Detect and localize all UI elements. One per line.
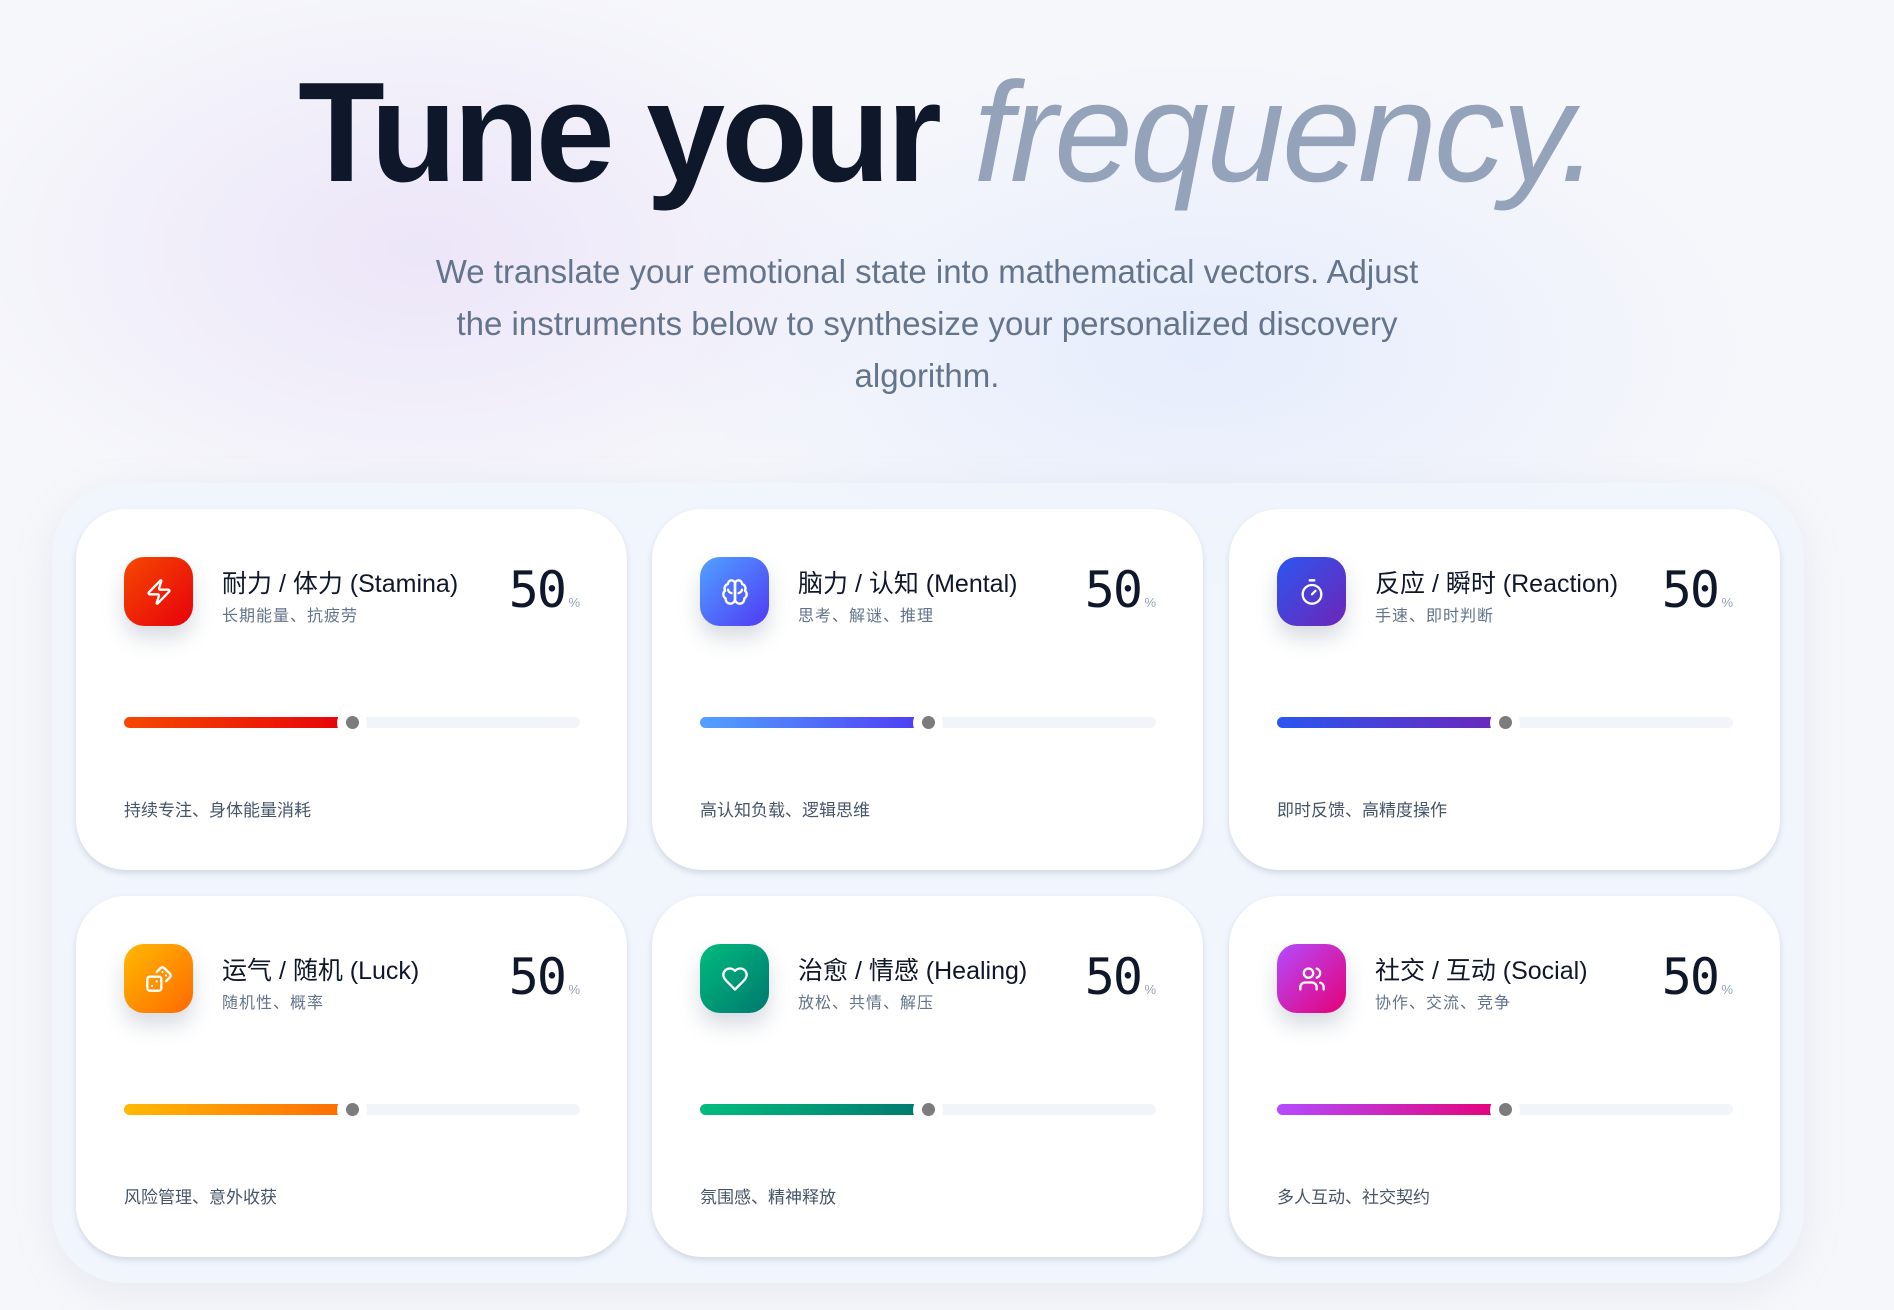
slider-thumb[interactable]	[913, 1094, 943, 1125]
card-value: 50	[1084, 561, 1143, 619]
card-value: 50	[1084, 948, 1143, 1006]
zap-icon	[145, 578, 173, 606]
card-value: 50	[1661, 561, 1720, 619]
card-description: 即时反馈、高精度操作	[1277, 801, 1447, 820]
instrument-card-4: 治愈 / 情感 (Healing) 放松、共情、解压 50 % 氛围感、精神释放	[652, 896, 1203, 1257]
card-title: 社交 / 互动 (Social)	[1375, 957, 1588, 985]
instrument-card-5: 社交 / 互动 (Social) 协作、交流、竞争 50 % 多人互动、社交契约	[1229, 896, 1780, 1257]
card-subtitle: 协作、交流、竞争	[1375, 995, 1512, 1012]
slider-fill	[700, 717, 928, 728]
card-icon-box	[700, 944, 769, 1013]
card-title: 治愈 / 情感 (Healing)	[798, 957, 1028, 985]
slider-thumb[interactable]	[1490, 1094, 1520, 1125]
level-slider[interactable]	[124, 707, 580, 738]
heart-icon	[721, 965, 749, 993]
card-value: 50	[508, 948, 567, 1006]
timer-icon	[1298, 578, 1326, 606]
dices-icon	[145, 965, 173, 993]
hero-subtitle: We translate your emotional state into m…	[435, 253, 1419, 394]
slider-fill	[700, 1104, 928, 1115]
level-slider[interactable]	[1277, 707, 1733, 738]
card-icon-box	[124, 944, 193, 1013]
card-subtitle: 放松、共情、解压	[798, 995, 935, 1012]
card-icon-box	[1277, 944, 1346, 1013]
card-unit: %	[1721, 595, 1733, 610]
card-subtitle: 手速、即时判断	[1375, 608, 1495, 625]
instrument-card-1: 脑力 / 认知 (Mental) 思考、解谜、推理 50 % 高认知负载、逻辑思…	[652, 509, 1203, 870]
card-title: 耐力 / 体力 (Stamina)	[222, 570, 459, 598]
card-icon-box	[1277, 557, 1346, 626]
level-slider[interactable]	[124, 1094, 580, 1125]
card-title: 运气 / 随机 (Luck)	[222, 957, 420, 985]
card-description: 多人互动、社交契约	[1277, 1188, 1430, 1207]
slider-fill	[124, 1104, 352, 1115]
card-subtitle: 随机性、概率	[222, 995, 325, 1012]
slider-fill	[124, 717, 352, 728]
card-unit: %	[1721, 982, 1733, 997]
card-description: 高认知负载、逻辑思维	[700, 801, 870, 820]
level-slider[interactable]	[700, 1094, 1156, 1125]
card-unit: %	[1144, 595, 1156, 610]
card-unit: %	[568, 982, 580, 997]
card-title: 反应 / 瞬时 (Reaction)	[1375, 570, 1619, 598]
hero-title: Tune your frequency.	[0, 48, 1894, 218]
card-value: 50	[1661, 948, 1720, 1006]
card-icon-box	[700, 557, 769, 626]
card-description: 风险管理、意外收获	[124, 1188, 277, 1207]
slider-fill	[1277, 717, 1505, 728]
card-subtitle: 思考、解谜、推理	[798, 608, 935, 625]
card-title: 脑力 / 认知 (Mental)	[798, 570, 1018, 598]
instrument-card-0: 耐力 / 体力 (Stamina) 长期能量、抗疲劳 50 % 持续专注、身体能…	[76, 509, 627, 870]
instrument-card-2: 反应 / 瞬时 (Reaction) 手速、即时判断 50 % 即时反馈、高精度…	[1229, 509, 1780, 870]
brain-icon	[721, 578, 749, 606]
card-icon-box	[124, 557, 193, 626]
hero-title-accent: frequency.	[973, 53, 1599, 212]
card-unit: %	[568, 595, 580, 610]
instrument-card-3: 运气 / 随机 (Luck) 随机性、概率 50 % 风险管理、意外收获	[76, 896, 627, 1257]
slider-thumb[interactable]	[337, 707, 367, 738]
level-slider[interactable]	[1277, 1094, 1733, 1125]
card-description: 氛围感、精神释放	[700, 1188, 836, 1207]
card-subtitle: 长期能量、抗疲劳	[222, 608, 359, 625]
slider-thumb[interactable]	[337, 1094, 367, 1125]
users-icon	[1298, 965, 1326, 993]
card-unit: %	[1144, 982, 1156, 997]
card-value: 50	[508, 561, 567, 619]
slider-thumb[interactable]	[1490, 707, 1520, 738]
slider-fill	[1277, 1104, 1505, 1115]
slider-thumb[interactable]	[913, 707, 943, 738]
hero-title-main: Tune your	[298, 53, 942, 212]
card-description: 持续专注、身体能量消耗	[124, 801, 311, 820]
level-slider[interactable]	[700, 707, 1156, 738]
